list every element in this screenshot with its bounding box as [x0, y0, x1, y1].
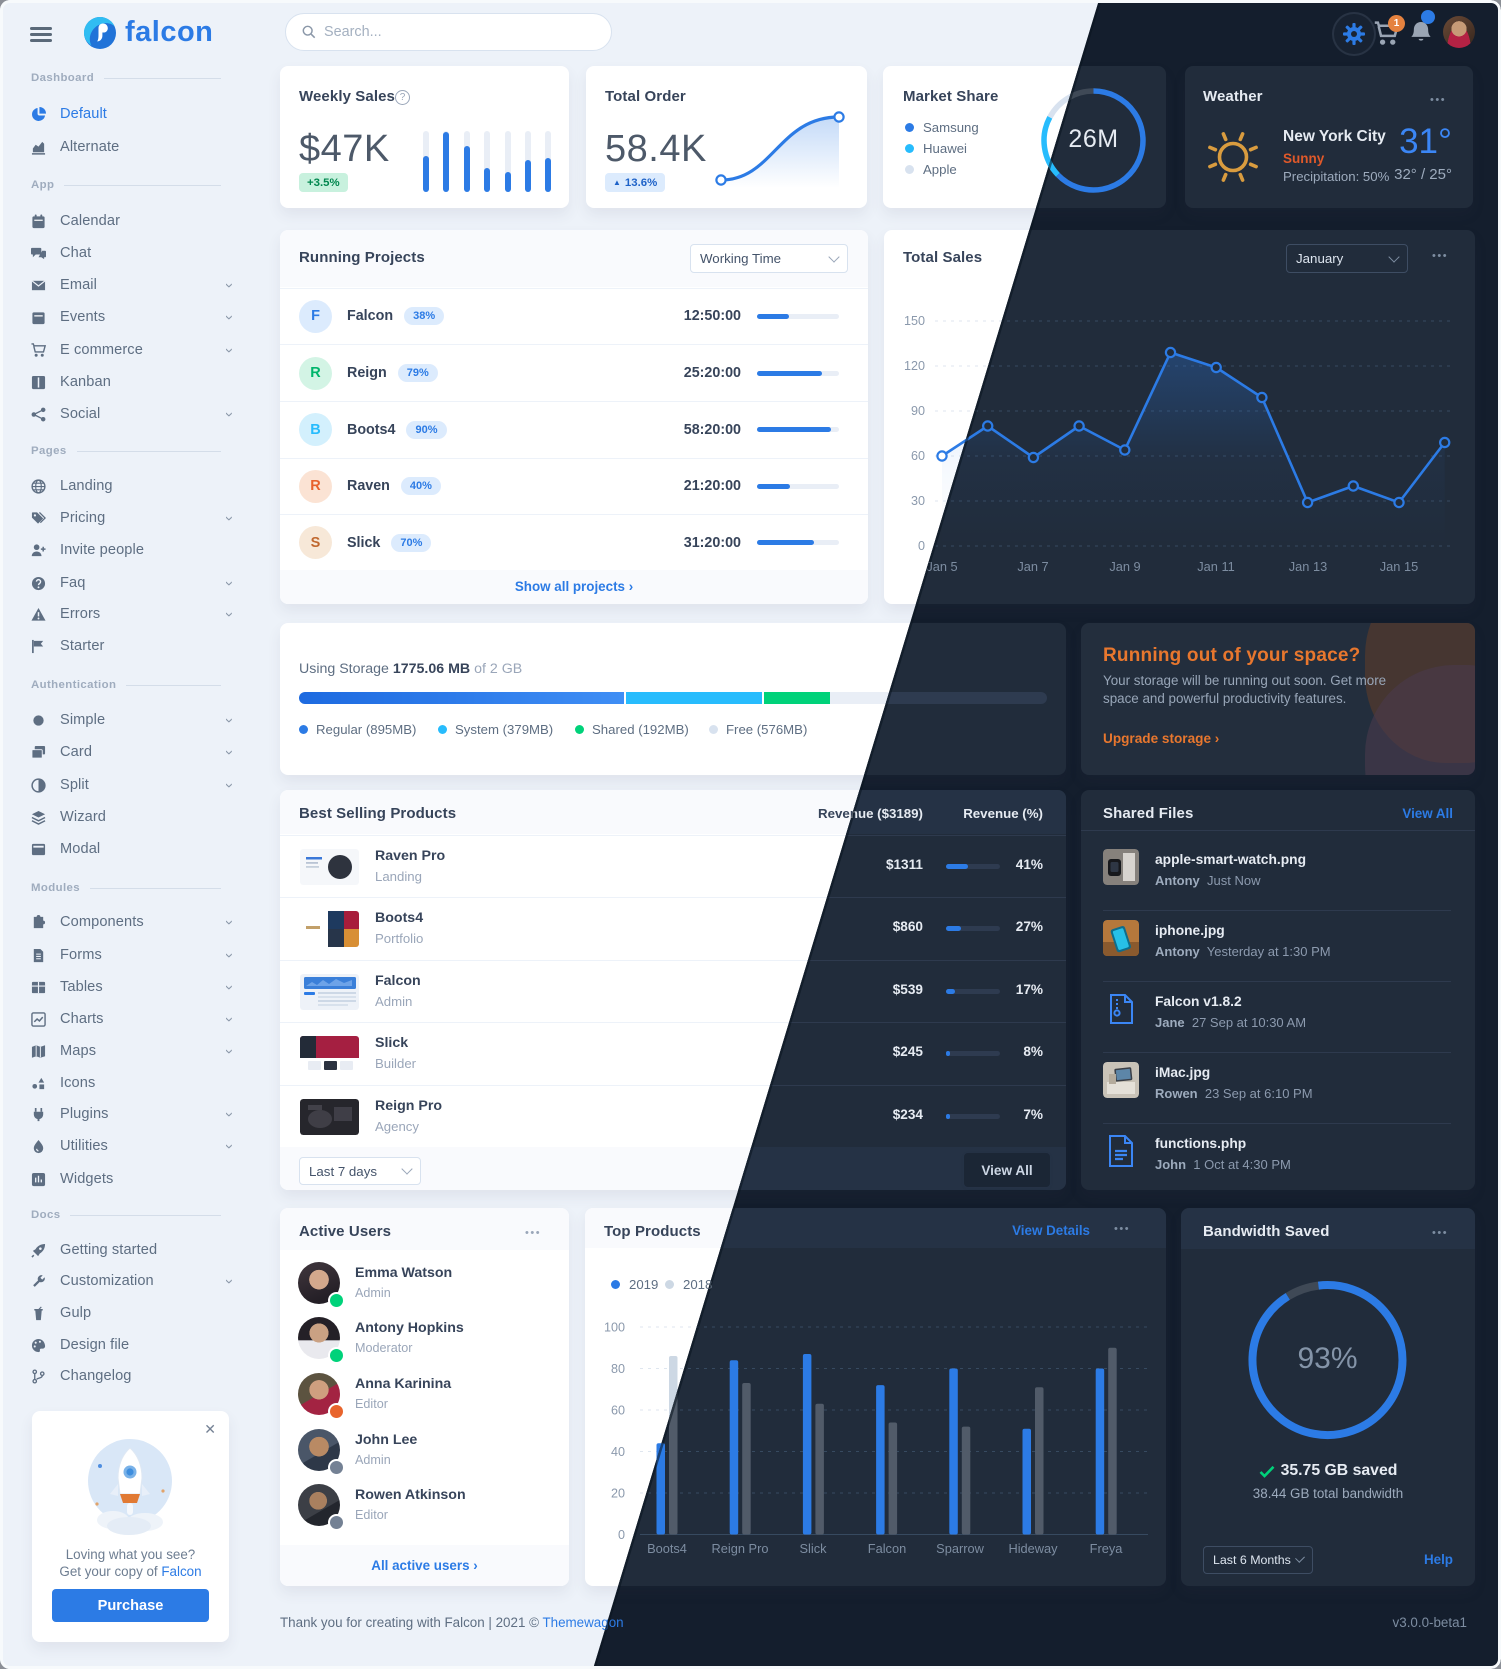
svg-text:100: 100	[604, 1321, 625, 1335]
svg-text:Slick: Slick	[799, 1541, 827, 1556]
svg-text:Falcon: Falcon	[868, 1541, 906, 1556]
svg-text:Freya: Freya	[1090, 1541, 1124, 1556]
svg-text:Sparrow: Sparrow	[936, 1541, 984, 1556]
svg-text:60: 60	[611, 1404, 625, 1418]
svg-text:Hideway: Hideway	[1008, 1541, 1058, 1556]
svg-text:0: 0	[918, 539, 925, 553]
svg-text:Reign Pro: Reign Pro	[712, 1541, 769, 1556]
svg-text:Jan 11: Jan 11	[1197, 559, 1234, 574]
svg-text:20: 20	[611, 1487, 625, 1501]
svg-text:120: 120	[904, 359, 925, 373]
svg-text:Jan 13: Jan 13	[1289, 559, 1327, 574]
svg-text:Jan 5: Jan 5	[926, 559, 957, 574]
svg-text:Jan 9: Jan 9	[1109, 559, 1140, 574]
svg-text:80: 80	[611, 1362, 625, 1376]
svg-text:150: 150	[904, 314, 925, 328]
svg-text:Boots4: Boots4	[647, 1541, 687, 1556]
svg-text:Jan 7: Jan 7	[1017, 559, 1048, 574]
svg-text:90: 90	[911, 404, 925, 418]
svg-text:40: 40	[611, 1445, 625, 1459]
svg-text:Jan 15: Jan 15	[1380, 559, 1418, 574]
svg-text:60: 60	[911, 449, 925, 463]
svg-text:30: 30	[911, 494, 925, 508]
svg-text:0: 0	[618, 1528, 625, 1542]
